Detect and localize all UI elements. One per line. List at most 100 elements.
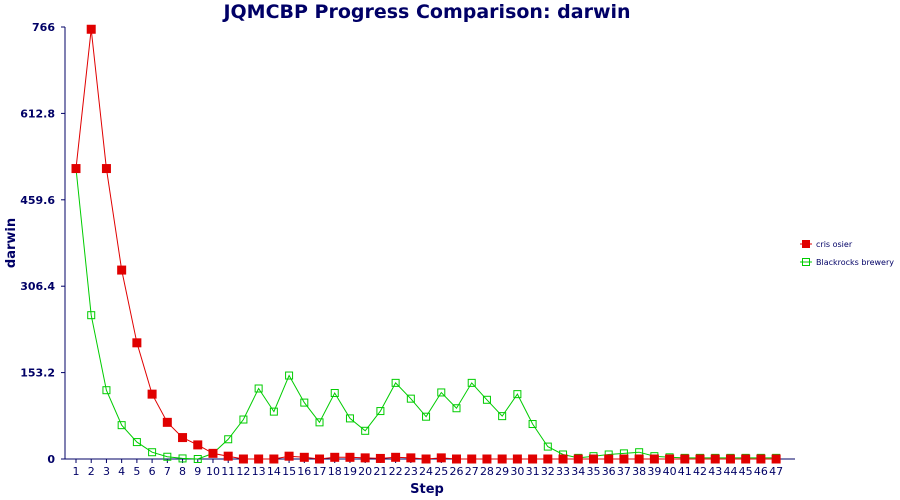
- data-point: [361, 426, 370, 435]
- y-tick-label: 766: [32, 21, 55, 34]
- data-point: [452, 454, 461, 464]
- y-tick-label: 612.8: [20, 107, 55, 120]
- data-point: [512, 454, 522, 464]
- data-point: [771, 454, 781, 464]
- x-tick-label: 34: [571, 465, 585, 478]
- data-point: [741, 454, 751, 464]
- x-axis-label: Step: [410, 482, 444, 497]
- x-tick-label: 45: [739, 465, 753, 478]
- data-point: [208, 448, 218, 458]
- data-point: [482, 454, 492, 464]
- series-1: [72, 164, 781, 463]
- data-point: [193, 440, 203, 450]
- data-point: [147, 389, 157, 399]
- data-point: [436, 453, 446, 463]
- data-point: [238, 454, 248, 464]
- x-tick-label: 37: [617, 465, 631, 478]
- x-tick-label: 27: [465, 465, 479, 478]
- x-tick-label: 47: [769, 465, 783, 478]
- data-point: [558, 454, 568, 464]
- data-point: [87, 311, 96, 320]
- data-point: [421, 454, 431, 464]
- data-point: [254, 384, 263, 393]
- data-point: [391, 378, 400, 387]
- data-point: [467, 454, 477, 464]
- x-tick-label: 25: [434, 465, 448, 478]
- x-tick-label: 42: [693, 465, 707, 478]
- legend-marker: [802, 258, 810, 266]
- x-tick-label: 23: [404, 465, 418, 478]
- x-tick-label: 14: [267, 465, 281, 478]
- data-point: [680, 454, 690, 464]
- x-tick-label: 33: [556, 465, 570, 478]
- x-tick-label: 17: [313, 465, 327, 478]
- data-point: [528, 454, 538, 464]
- data-point: [285, 371, 294, 380]
- x-tick-label: 29: [495, 465, 509, 478]
- data-point: [543, 454, 553, 464]
- data-point: [375, 453, 385, 463]
- x-tick-label: 26: [450, 465, 464, 478]
- x-tick-label: 40: [663, 465, 677, 478]
- data-point: [513, 390, 522, 399]
- x-tick-label: 13: [252, 465, 266, 478]
- series-layer: [71, 24, 781, 464]
- y-axis-label: darwin: [4, 218, 19, 268]
- data-point: [573, 454, 583, 464]
- data-point: [223, 451, 233, 461]
- data-point: [71, 164, 81, 174]
- chart-title: JQMCBP Progress Comparison: darwin: [221, 1, 630, 23]
- data-point: [224, 435, 233, 444]
- data-point: [239, 415, 248, 424]
- data-point: [86, 24, 96, 34]
- data-point: [315, 454, 325, 464]
- legend-item: cris osier: [800, 240, 853, 249]
- x-tick-label: 36: [602, 465, 616, 478]
- data-point: [360, 453, 370, 463]
- x-tick-label: 1: [73, 465, 80, 478]
- legend-marker: [802, 240, 810, 248]
- data-point: [406, 453, 416, 463]
- x-tick-label: 6: [149, 465, 156, 478]
- data-point: [452, 404, 461, 413]
- data-point: [756, 454, 766, 464]
- x-tick-label: 9: [194, 465, 201, 478]
- x-tick-label: 24: [419, 465, 433, 478]
- data-point: [193, 455, 202, 463]
- x-tick-label: 46: [754, 465, 768, 478]
- legend-item: Blackrocks brewery: [800, 258, 894, 267]
- data-point: [528, 420, 537, 429]
- series-line: [75, 168, 777, 460]
- data-point: [162, 417, 172, 427]
- x-tick-label: 16: [297, 465, 311, 478]
- data-point: [132, 438, 141, 447]
- series-0: [71, 24, 781, 464]
- data-point: [406, 394, 415, 403]
- x-tick-label: 43: [708, 465, 722, 478]
- data-point: [376, 407, 385, 416]
- data-point: [695, 454, 705, 464]
- x-tick-label: 31: [526, 465, 540, 478]
- x-tick-label: 38: [632, 465, 646, 478]
- data-point: [619, 454, 629, 464]
- data-point: [269, 407, 278, 416]
- data-point: [391, 452, 401, 462]
- data-point: [497, 454, 507, 464]
- x-tick-label: 32: [541, 465, 555, 478]
- data-point: [117, 421, 126, 430]
- data-point: [498, 412, 507, 421]
- legend-label: cris osier: [816, 240, 853, 249]
- data-point: [163, 452, 172, 461]
- data-point: [330, 389, 339, 398]
- x-tick-label: 8: [179, 465, 186, 478]
- data-point: [284, 451, 294, 461]
- data-point: [102, 386, 111, 395]
- series-line: [75, 29, 777, 460]
- data-point: [725, 454, 735, 464]
- x-tick-label: 35: [586, 465, 600, 478]
- data-point: [467, 378, 476, 387]
- x-tick-label: 39: [647, 465, 661, 478]
- data-point: [330, 452, 340, 462]
- data-point: [148, 448, 157, 457]
